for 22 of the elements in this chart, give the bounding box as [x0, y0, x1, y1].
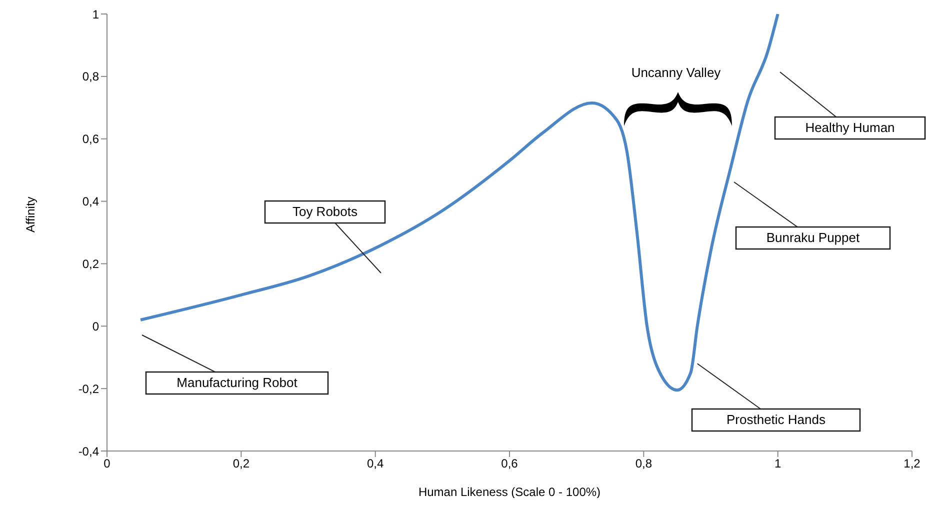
- annotation: Toy Robots: [292, 204, 358, 219]
- x-tick-label: 0,6: [501, 456, 518, 471]
- y-axis-title: Affinity: [23, 196, 38, 232]
- x-tick-label: 1,2: [904, 456, 921, 471]
- x-tick-label: 0,8: [635, 456, 652, 471]
- y-tick-label: 1: [92, 7, 100, 22]
- x-tick-label: 1: [774, 456, 782, 471]
- y-tick-label: 0,4: [82, 194, 100, 209]
- x-tick-label: 0,2: [232, 456, 250, 471]
- y-tick-label: 0,6: [82, 132, 100, 146]
- y-tick-label: -0,2: [78, 382, 100, 396]
- annotation: Manufacturing Robot: [176, 375, 298, 390]
- annotation: Prosthetic Hands: [726, 412, 826, 427]
- annotation: Bunraku Puppet: [766, 230, 860, 245]
- x-tick-label: 0,4: [366, 456, 384, 471]
- y-tick-label: -0,4: [78, 444, 100, 458]
- x-tick-label: 0: [104, 456, 111, 471]
- annotation: Uncanny Valley: [630, 65, 722, 80]
- y-tick-label: 0,8: [82, 70, 100, 84]
- y-tick-label: 0: [92, 319, 100, 334]
- y-tick-label: 0,2: [82, 256, 100, 271]
- annotation: Healthy Human: [805, 120, 895, 135]
